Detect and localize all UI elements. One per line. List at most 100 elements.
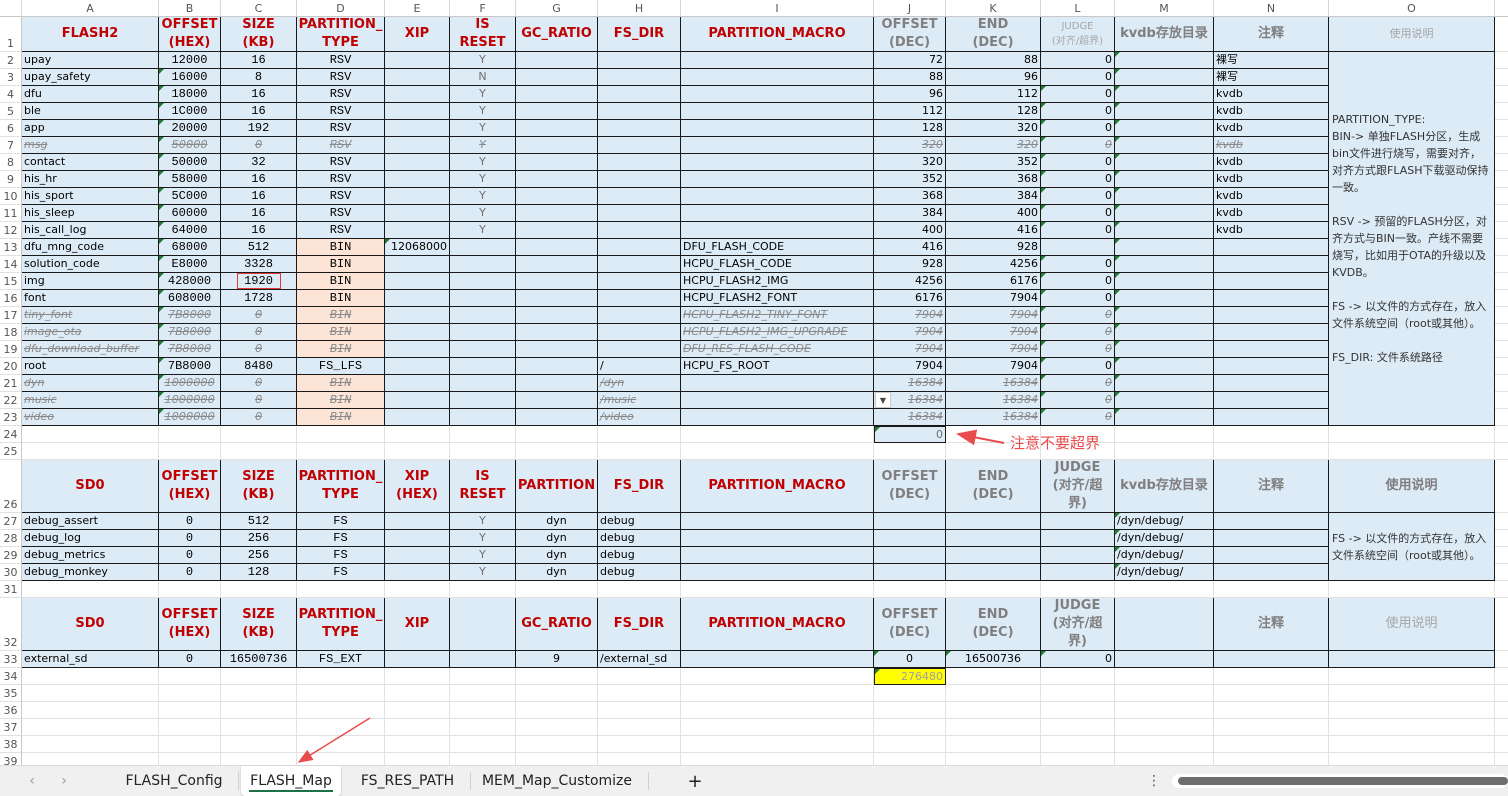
- cell-H21[interactable]: /dyn: [598, 375, 681, 392]
- cell-M19[interactable]: [1115, 341, 1214, 358]
- cell-N9[interactable]: kvdb: [1214, 171, 1329, 188]
- cell-E2[interactable]: [385, 52, 450, 69]
- cell-I35[interactable]: [681, 685, 874, 702]
- cell-P22[interactable]: [1495, 392, 1508, 409]
- cell-P1[interactable]: [1495, 17, 1508, 52]
- cell-H19[interactable]: [598, 341, 681, 358]
- cell-D2[interactable]: RSV: [297, 52, 385, 69]
- row-header-26[interactable]: 26: [0, 460, 22, 513]
- cell-G28[interactable]: dyn: [516, 530, 598, 547]
- cell-D37[interactable]: [297, 719, 385, 736]
- cell-P33[interactable]: [1495, 651, 1508, 668]
- cell-K34[interactable]: [946, 668, 1041, 685]
- cell-E16[interactable]: [385, 290, 450, 307]
- cell-G6[interactable]: [516, 120, 598, 137]
- cell-F23[interactable]: [450, 409, 516, 426]
- cell-E18[interactable]: [385, 324, 450, 341]
- cell-G31[interactable]: [516, 581, 598, 598]
- cell-C34[interactable]: [221, 668, 297, 685]
- cell-L23[interactable]: 0: [1041, 409, 1115, 426]
- cell-B12[interactable]: 64000: [159, 222, 221, 239]
- cell-K2[interactable]: 88: [946, 52, 1041, 69]
- cell-D20[interactable]: FS_LFS: [297, 358, 385, 375]
- row-header-17[interactable]: 17: [0, 307, 22, 324]
- cell-P30[interactable]: [1495, 564, 1508, 581]
- cell-D30[interactable]: FS: [297, 564, 385, 581]
- cell-F38[interactable]: [450, 736, 516, 753]
- cell-L27[interactable]: [1041, 513, 1115, 530]
- cell-E4[interactable]: [385, 86, 450, 103]
- row-header-24[interactable]: 24: [0, 426, 22, 443]
- cell-N15[interactable]: [1214, 273, 1329, 290]
- cell-M8[interactable]: [1115, 154, 1214, 171]
- row-header-5[interactable]: 5: [0, 103, 22, 120]
- row-header-36[interactable]: 36: [0, 702, 22, 719]
- cell-L8[interactable]: 0: [1041, 154, 1115, 171]
- column-header-K[interactable]: K: [946, 0, 1041, 17]
- cell-A19[interactable]: dfu_download_buffer: [22, 341, 159, 358]
- cell-P6[interactable]: [1495, 120, 1508, 137]
- cell-D13[interactable]: BIN: [297, 239, 385, 256]
- cell-E39[interactable]: [385, 753, 450, 765]
- cell-O24[interactable]: [1329, 426, 1495, 443]
- cell-H7[interactable]: [598, 137, 681, 154]
- cell-G29[interactable]: dyn: [516, 547, 598, 564]
- cell-D25[interactable]: [297, 443, 385, 460]
- cell-M2[interactable]: [1115, 52, 1214, 69]
- cell-I30[interactable]: [681, 564, 874, 581]
- cell-C5[interactable]: 16: [221, 103, 297, 120]
- cell-N27[interactable]: [1214, 513, 1329, 530]
- cell-F5[interactable]: Y: [450, 103, 516, 120]
- cell-F4[interactable]: Y: [450, 86, 516, 103]
- cell-K18[interactable]: 7904: [946, 324, 1041, 341]
- cell-K12[interactable]: 416: [946, 222, 1041, 239]
- cell-I15[interactable]: HCPU_FLASH2_IMG: [681, 273, 874, 290]
- cell-N21[interactable]: [1214, 375, 1329, 392]
- cell-F7[interactable]: Y: [450, 137, 516, 154]
- cell-K31[interactable]: [946, 581, 1041, 598]
- cell-I3[interactable]: [681, 69, 874, 86]
- cell-D7[interactable]: RSV: [297, 137, 385, 154]
- cell-A28[interactable]: debug_log: [22, 530, 159, 547]
- cell-B16[interactable]: 608000: [159, 290, 221, 307]
- cell-D29[interactable]: FS: [297, 547, 385, 564]
- cell-B28[interactable]: 0: [159, 530, 221, 547]
- cell-N16[interactable]: [1214, 290, 1329, 307]
- row-header-8[interactable]: 8: [0, 154, 22, 171]
- column-header-N[interactable]: N: [1214, 0, 1329, 17]
- cell-G38[interactable]: [516, 736, 598, 753]
- row-header-4[interactable]: 4: [0, 86, 22, 103]
- cell-G20[interactable]: [516, 358, 598, 375]
- cell-N25[interactable]: [1214, 443, 1329, 460]
- cell-P34[interactable]: [1495, 668, 1508, 685]
- cell-B14[interactable]: E8000: [159, 256, 221, 273]
- cell-D17[interactable]: BIN: [297, 307, 385, 324]
- cell-N4[interactable]: kvdb: [1214, 86, 1329, 103]
- cell-L5[interactable]: 0: [1041, 103, 1115, 120]
- cell-J8[interactable]: 320: [874, 154, 946, 171]
- cell-K35[interactable]: [946, 685, 1041, 702]
- cell-E7[interactable]: [385, 137, 450, 154]
- cell-J33[interactable]: 0: [874, 651, 946, 668]
- cell-K14[interactable]: 4256: [946, 256, 1041, 273]
- cell-B23[interactable]: 1000000: [159, 409, 221, 426]
- cell-G5[interactable]: [516, 103, 598, 120]
- cell-D3[interactable]: RSV: [297, 69, 385, 86]
- cell-L22[interactable]: 0: [1041, 392, 1115, 409]
- cell-A15[interactable]: img: [22, 273, 159, 290]
- cell-H8[interactable]: [598, 154, 681, 171]
- row-header-7[interactable]: 7: [0, 137, 22, 154]
- cell-C2[interactable]: 16: [221, 52, 297, 69]
- row-header-15[interactable]: 15: [0, 273, 22, 290]
- cell-H5[interactable]: [598, 103, 681, 120]
- cell-G27[interactable]: dyn: [516, 513, 598, 530]
- cell-M23[interactable]: [1115, 409, 1214, 426]
- cell-P16[interactable]: [1495, 290, 1508, 307]
- cell-H31[interactable]: [598, 581, 681, 598]
- cell-M34[interactable]: [1115, 668, 1214, 685]
- cell-I12[interactable]: [681, 222, 874, 239]
- cell-B19[interactable]: 7B8000: [159, 341, 221, 358]
- cell-N23[interactable]: [1214, 409, 1329, 426]
- cell-C18[interactable]: 0: [221, 324, 297, 341]
- cell-H12[interactable]: [598, 222, 681, 239]
